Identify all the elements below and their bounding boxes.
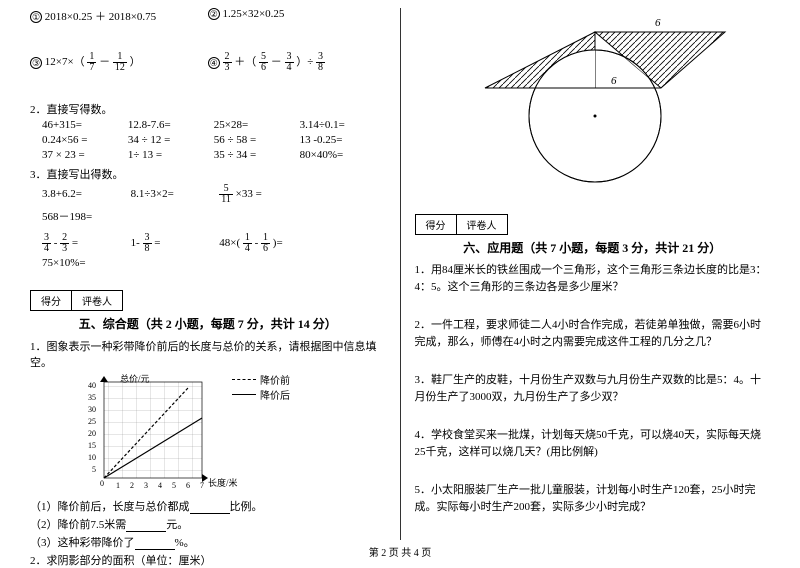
q3-row2: 34 - 23 = 1- 38 = 48×( 14 - 16 )= 75×10%… xyxy=(30,233,386,272)
q3-item: 568－198= xyxy=(42,208,128,224)
q3-item: 1- 38 = xyxy=(131,233,217,254)
svg-text:5: 5 xyxy=(172,481,176,490)
q3-item: 8.1÷3×2= xyxy=(131,188,217,200)
frac-1-12: 112 xyxy=(113,52,127,73)
q5-1-text: 1．图象表示一种彩带降价前后的长度与总价的关系，请根据图中信息填空。 xyxy=(30,338,386,370)
scorebox-5: 得分 评卷人 xyxy=(30,286,386,311)
q2-item: 0.24×56 = xyxy=(42,134,128,146)
q3-row1: 3.8+6.2= 8.1÷3×2= 511 ×33 = 568－198= xyxy=(30,184,386,227)
app-q2: 2．一件工程，要求师徒二人4小时合作完成，若徒弟单独做，需要6小时完成，那么，师… xyxy=(415,317,771,350)
section-6-title: 六、应用题（共 7 小题，每题 3 分，共计 21 分） xyxy=(415,239,771,256)
expr-3-pre: 12×7×（ xyxy=(45,56,85,68)
x-axis-label: 长度/米 xyxy=(208,477,238,488)
svg-text:1: 1 xyxy=(116,481,120,490)
dash-icon xyxy=(232,379,256,380)
marker-3: ③ xyxy=(30,57,42,69)
q3-item: 511 ×33 = xyxy=(219,184,305,205)
q3-item: 3.8+6.2= xyxy=(42,188,128,200)
right-column: 6 6 得分 评卷人 六、应用题（共 7 小题，每题 3 分，共计 21 分） … xyxy=(405,8,781,540)
frac-2-3: 23 xyxy=(223,52,232,73)
solid-icon xyxy=(232,394,256,395)
svg-text:0: 0 xyxy=(100,479,104,488)
app-q3: 3．鞋厂生产的皮鞋，十月份生产双数与九月份生产双数的比是5：4。十月份生产了30… xyxy=(415,372,771,405)
frac-3-8: 38 xyxy=(316,52,325,73)
svg-text:6: 6 xyxy=(186,481,190,490)
q2-item: 35 ÷ 34 = xyxy=(214,149,300,161)
frac-5-6: 56 xyxy=(259,52,268,73)
q2-item: 25×28= xyxy=(214,119,300,131)
blank-1 xyxy=(190,503,230,514)
expr-1: ① 2018×0.25 ＋ 2018×0.75 xyxy=(30,8,208,24)
svg-text:7: 7 xyxy=(200,481,204,490)
q2-item: 56 ÷ 58 = xyxy=(214,134,300,146)
q5-2-text: 2．求阴影部分的面积（单位：厘米） xyxy=(30,552,386,568)
expr-1-text: 2018×0.25 ＋ 2018×0.75 xyxy=(45,11,156,23)
svg-text:35: 35 xyxy=(88,393,96,402)
frac-3-4: 34 xyxy=(285,52,294,73)
scorebox-6: 得分 评卷人 xyxy=(415,210,771,235)
price-chart: 降价前 降价后 总价/元 长度/米 40 35 30 25 20 15 10 xyxy=(80,374,280,494)
q3-item: 75×10%= xyxy=(42,257,128,269)
svg-text:4: 4 xyxy=(158,481,162,490)
blank-3 xyxy=(135,539,175,550)
q2-item: 3.14÷0.1= xyxy=(300,119,386,131)
expr-2: ② 1.25×32×0.25 xyxy=(208,8,386,24)
expression-row-2: ③ 12×7×（ 17 － 112 ） ④ 23 ＋（ 56 － 34 ）÷ 3… xyxy=(30,52,386,73)
left-column: ① 2018×0.25 ＋ 2018×0.75 ② 1.25×32×0.25 ③… xyxy=(20,8,396,540)
section-5-title: 五、综合题（共 2 小题，每题 7 分，共计 14 分） xyxy=(30,315,386,332)
q2-item: 37 × 23 = xyxy=(42,149,128,161)
svg-text:25: 25 xyxy=(88,417,96,426)
expr-4: ④ 23 ＋（ 56 － 34 ）÷ 38 xyxy=(208,52,386,73)
marker-4: ④ xyxy=(208,57,220,69)
column-divider xyxy=(400,8,401,540)
expression-row-1: ① 2018×0.25 ＋ 2018×0.75 ② 1.25×32×0.25 xyxy=(30,8,386,24)
y-axis-label: 总价/元 xyxy=(120,374,150,384)
app-q1: 1．用84厘米长的铁丝围成一个三角形，这个三角形三条边长度的比是3：4：5。这个… xyxy=(415,262,771,295)
chart-legend: 降价前 降价后 xyxy=(232,372,290,402)
svg-text:3: 3 xyxy=(144,481,148,490)
svg-text:2: 2 xyxy=(130,481,134,490)
q2-item: 13 -0.25= xyxy=(300,134,386,146)
q2-grid: 46+315= 12.8-7.6= 25×28= 3.14÷0.1= 0.24×… xyxy=(30,119,386,164)
svg-text:15: 15 xyxy=(88,441,96,450)
q3-item: 48×( 14 - 16 )= xyxy=(219,233,305,254)
fig-label-top: 6 xyxy=(655,17,661,29)
svg-text:20: 20 xyxy=(88,429,96,438)
q5-1b: （2）降价前7.5米需元。 xyxy=(30,516,386,532)
svg-text:40: 40 xyxy=(88,381,96,390)
expr-2-text: 1.25×32×0.25 xyxy=(223,8,285,20)
q5-1c: （3）这种彩带降价了%。 xyxy=(30,534,386,550)
score-label: 得分 xyxy=(31,291,72,310)
geometry-figure: 6 6 xyxy=(455,12,771,202)
q3-heading: 3．直接写出得数。 xyxy=(30,166,386,182)
q2-item: 80×40%= xyxy=(300,149,386,161)
q2-heading: 2．直接写得数。 xyxy=(30,101,386,117)
app-q5: 5．小太阳服装厂生产一批儿童服装，计划每小时生产120套，25小时完成。实际每小… xyxy=(415,482,771,515)
q5-1a: （1）降价前后，长度与总价都成比例。 xyxy=(30,498,386,514)
chart-svg: 总价/元 长度/米 40 35 30 25 20 15 10 5 0 1 2 3… xyxy=(80,374,240,494)
worksheet-page: ① 2018×0.25 ＋ 2018×0.75 ② 1.25×32×0.25 ③… xyxy=(0,0,800,540)
q2-item: 34 ÷ 12 = xyxy=(128,134,214,146)
svg-text:30: 30 xyxy=(88,405,96,414)
fig-label-mid: 6 xyxy=(611,75,617,87)
marker-2: ② xyxy=(208,8,220,20)
grader-label: 评卷人 xyxy=(457,215,507,234)
svg-text:5: 5 xyxy=(92,465,96,474)
q3-item: 34 - 23 = xyxy=(42,233,128,254)
q2-item: 12.8-7.6= xyxy=(128,119,214,131)
frac-5-11: 511 xyxy=(219,184,233,205)
marker-1: ① xyxy=(30,11,42,23)
q2-item: 1÷ 13 = xyxy=(128,149,214,161)
expr-3: ③ 12×7×（ 17 － 112 ） xyxy=(30,52,208,73)
grader-label: 评卷人 xyxy=(72,291,122,310)
app-q4: 4．学校食堂买来一批煤，计划每天烧50千克，可以烧40天，实际每天烧25千克，这… xyxy=(415,427,771,460)
score-label: 得分 xyxy=(416,215,457,234)
q2-item: 46+315= xyxy=(42,119,128,131)
blank-2 xyxy=(126,521,166,532)
svg-text:10: 10 xyxy=(88,453,96,462)
frac-1-7: 17 xyxy=(87,52,96,73)
